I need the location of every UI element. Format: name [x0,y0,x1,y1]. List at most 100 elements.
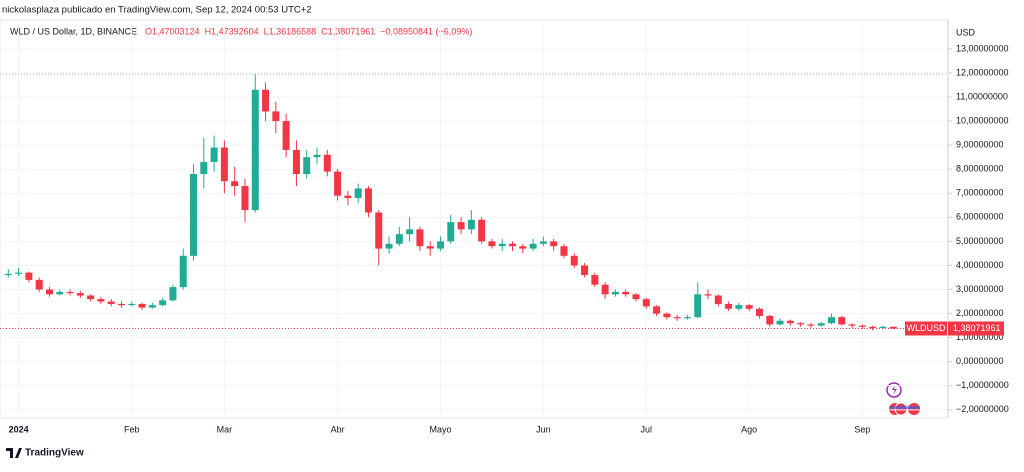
candle-body [488,241,496,247]
x-tick-label: Abr [331,424,345,434]
candle-body [591,275,599,285]
candle-body [755,308,763,316]
symbol-legend: WLD / US Dollar, 1D, BINANCE [10,26,137,36]
ohlc-legend: −0,08950841 (−6,09%) [380,26,472,36]
candle-body [354,188,362,199]
x-tick-label: Sep [854,424,870,434]
y-tick-label: 7,00000000 [956,188,1004,198]
candle-body [776,320,784,325]
candle-body [66,291,74,294]
candle-body [262,89,270,112]
candle-body [879,326,887,329]
candle-body [4,273,12,276]
y-tick-label: −2,00000000 [956,404,1009,414]
candle-body [282,121,290,150]
candle-body [97,299,105,302]
candle-body [375,212,383,249]
y-tick-label: 8,00000000 [956,164,1004,174]
candle-body [406,229,414,235]
candle-body [622,291,630,295]
candle-body [807,324,815,326]
candle-body [220,147,228,182]
ohlc-legend: C1,38071961 [321,26,375,36]
candle-body [653,306,661,314]
y-tick-label: 13,00000000 [956,43,1009,53]
y-tick-label: 5,00000000 [956,236,1004,246]
candle-body [148,305,156,308]
candle-body [570,255,578,266]
candle-body [611,291,619,295]
footer: TradingView [25,448,84,459]
y-tick-label: 10,00000000 [956,115,1009,125]
y-tick-label: 3,00000000 [956,284,1004,294]
last-price-symbol-box [905,321,947,336]
candle-body [426,246,434,249]
header: nickolasplaza publicado en TradingView.c… [2,5,312,16]
candle-body [292,149,300,175]
candle-body [869,326,877,329]
x-tick-label: Jul [641,424,653,434]
candle-body [313,154,321,158]
candle-body [190,174,198,256]
currency: USD [956,27,976,37]
candle-body [694,294,702,318]
candle-body [642,299,650,307]
plot-area [0,19,949,419]
event-icons [886,382,920,416]
candle-body [344,195,352,199]
candle-body [15,272,23,274]
candle-body [529,243,537,249]
y-tick-label: 12,00000000 [956,67,1009,77]
candle-body [848,324,856,326]
candle-body [138,303,146,308]
x-tick-label: Feb [124,424,140,434]
candle-body [179,255,187,288]
candle-body [447,222,455,242]
candle-body [735,305,743,309]
candle-body [56,291,64,295]
candle-body [519,246,527,249]
candle-body [436,241,444,249]
candle-body [457,222,465,230]
candle-body [128,303,136,306]
y-tick-label: 6,00000000 [956,212,1004,222]
candle-body [581,265,589,276]
y-tick-label: 4,00000000 [956,260,1004,270]
candle-body [828,317,835,324]
candle-body [786,320,794,324]
last-price-symbol: WLDUSD [906,323,946,333]
y-tick-label: 9,00000000 [956,140,1004,150]
candle-body [169,287,177,301]
candle-body [364,188,372,213]
y-tick-label: 1,00000000 [956,332,1004,342]
last-price-label: 1,38071961 [953,323,1001,333]
ohlc-legend: H1,47392604 [205,26,259,36]
y-tick-label: 0,00000000 [956,356,1004,366]
candle-body [416,229,424,247]
candle-body [107,301,115,304]
candle-body [334,171,342,196]
candle-body [632,294,640,300]
candle-body [838,317,846,325]
candle-body [395,234,403,244]
candle-body [272,111,280,122]
candle-body [714,295,722,304]
candle-body [323,154,331,172]
candle-body [498,243,506,247]
x-tick-label: Mayo [429,424,451,434]
x-tick-label: Ago [741,424,757,434]
candle-body [817,323,825,326]
candle-body [231,181,239,187]
last-price-box [948,321,1004,336]
candle-body [478,219,486,242]
candle-body [550,241,558,247]
ohlc-legend: O1,47003124 [145,26,200,36]
candle-body [25,272,33,280]
candle-body [35,279,43,290]
x-tick-label: Mar [217,424,233,434]
candle-body [385,243,393,249]
candle-body [560,246,568,256]
y-tick-label: −1,00000000 [956,380,1009,390]
